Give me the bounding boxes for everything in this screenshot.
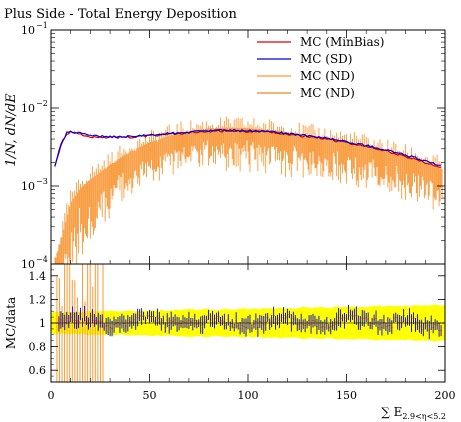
sd-series-line [54,128,442,167]
main-panel-series-group [54,116,443,264]
main-y-axis: 10−410−310−210−1 [21,21,445,271]
x-tick-label: 50 [143,389,157,402]
x-tick-label: 200 [435,389,456,402]
main-y-tick-exponent: −3 [36,177,48,186]
ratio-y-tick-label: 1.4 [29,270,47,283]
main-y-tick-exponent: −2 [36,99,48,108]
main-y-tick-label: 10 [21,102,35,115]
x-axis-label-sub: 2.9<η<5.2 [402,412,446,421]
x-axis-label: ∑ E2.9<η<5.2 [381,405,446,421]
x-axis-label-main: ∑ E [381,405,402,419]
ratio-y-tick-label: 1 [39,317,46,330]
x-tick-label: 0 [48,389,55,402]
x-axis: 0 50 100 150 200 [48,30,456,402]
ratio-y-tick-label: 0.6 [29,364,47,377]
ratio-y-axis-label: MC/data [4,297,18,349]
legend-label: MC (SD) [300,52,353,66]
legend: MC (MinBias) MC (SD) MC (ND) MC (ND) [257,35,384,100]
main-y-tick-label: 10 [21,24,35,37]
main-y-tick-label: 10 [21,258,35,271]
main-y-tick-exponent: −4 [36,255,48,264]
ratio-y-axis: 0.6 0.8 1 1.2 1.4 [29,269,445,383]
legend-label: MC (ND) [300,69,355,83]
x-tick-label: 100 [238,389,259,402]
legend-label: MC (MinBias) [300,35,384,49]
ratio-y-tick-label: 1.2 [29,293,47,306]
ratio-y-tick-label: 0.8 [29,341,47,354]
main-panel-lines-group [54,128,442,168]
legend-label: MC (ND) [300,86,355,100]
main-y-axis-label: 1/N, dN/dE [4,93,19,167]
chart-title: Plus Side - Total Energy Deposition [4,7,237,22]
main-y-tick-exponent: −1 [36,21,48,30]
main-y-tick-label: 10 [21,180,35,193]
x-tick-label: 150 [336,389,357,402]
minbias-series-line [54,129,442,168]
